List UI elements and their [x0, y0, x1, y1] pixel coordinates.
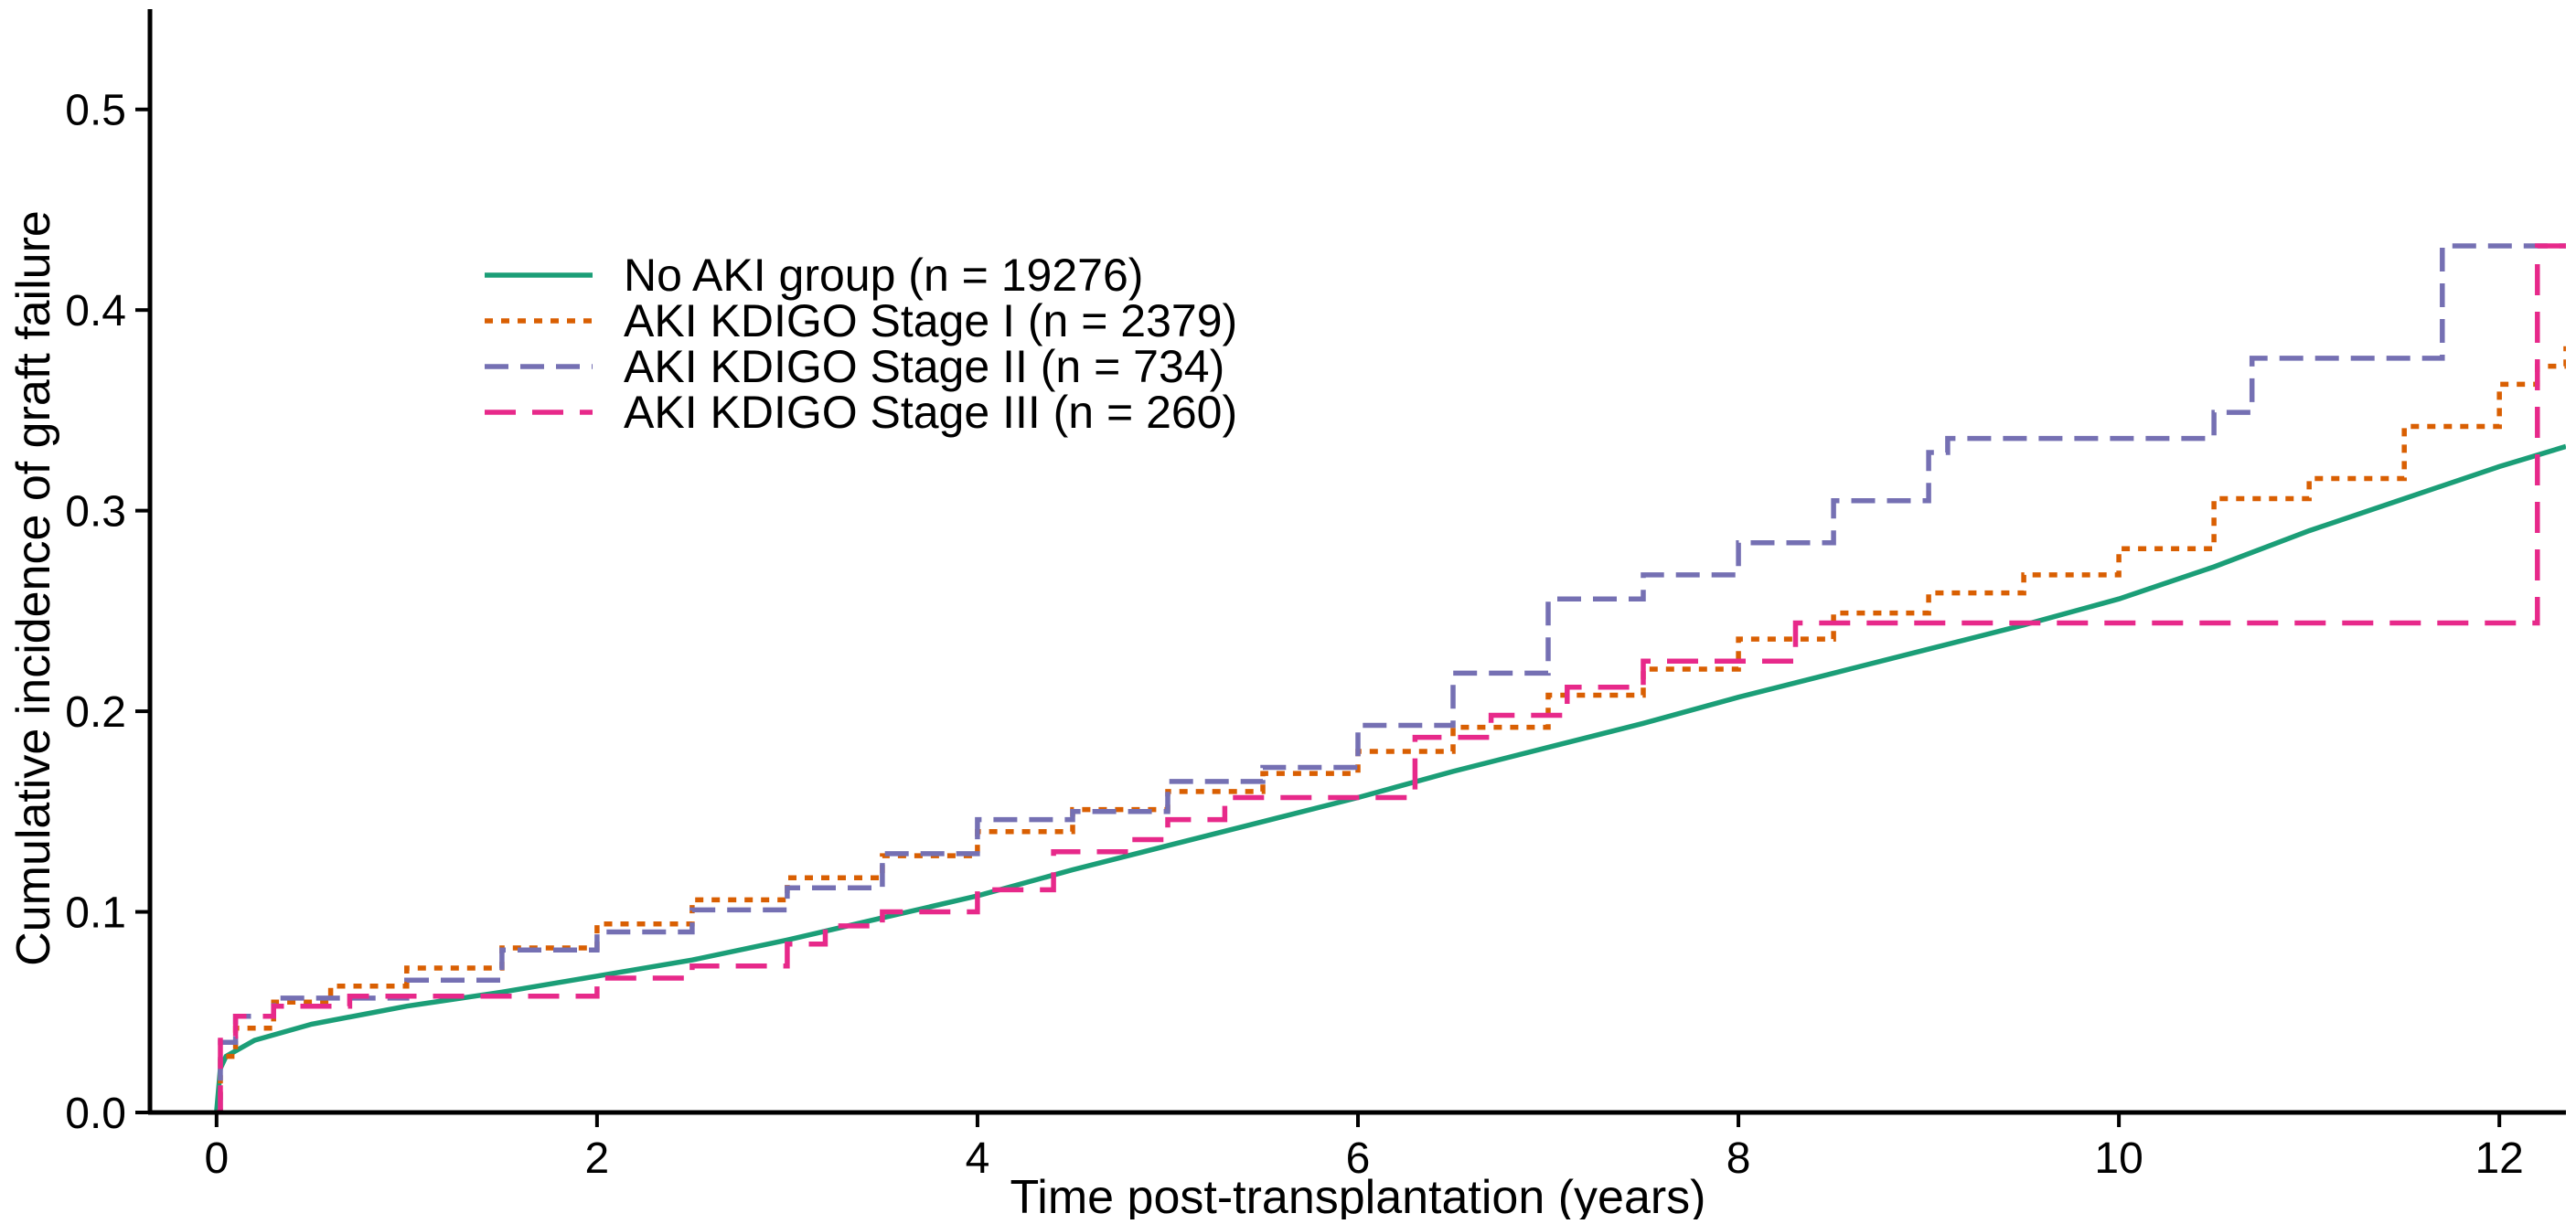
series-line-3	[216, 243, 2566, 1112]
series-line-2	[216, 346, 2566, 1112]
series-layer	[214, 243, 2566, 1112]
y-tick-label: 0.1	[65, 889, 126, 938]
legend-label-4: AKI KDIGO Stage III (n = 260)	[624, 387, 1237, 438]
legend: No AKI group (n = 19276)AKI KDIGO Stage …	[485, 250, 1237, 438]
series-line-4	[216, 243, 2566, 1112]
x-tick-label: 2	[585, 1134, 610, 1183]
y-tick-label: 0.4	[65, 287, 126, 335]
y-tick-label: 0.3	[65, 488, 126, 537]
series-line-1	[214, 443, 2566, 1112]
x-tick-label: 10	[2094, 1134, 2143, 1183]
y-axis-title: Cumulative incidence of graft failure	[7, 210, 60, 966]
legend-label-3: AKI KDIGO Stage II (n = 734)	[624, 341, 1224, 392]
y-tick-label: 0.5	[65, 87, 126, 135]
x-tick-label: 12	[2474, 1134, 2523, 1183]
y-tick-label: 0.2	[65, 688, 126, 737]
x-tick-label: 4	[966, 1134, 990, 1183]
x-axis-ticks: 0 2 4 6 8 10 12	[204, 1112, 2524, 1183]
y-tick-label: 0.0	[65, 1090, 126, 1138]
x-axis-title: Time post-transplantation (years)	[1010, 1171, 1705, 1219]
x-tick-label: 6	[1346, 1134, 1371, 1183]
y-axis-ticks: 0.0 0.1 0.2 0.3 0.4 0.5	[65, 87, 150, 1138]
legend-label-2: AKI KDIGO Stage I (n = 2379)	[624, 295, 1237, 346]
x-tick-label: 8	[1726, 1134, 1751, 1183]
x-tick-label: 0	[204, 1134, 229, 1183]
legend-label-1: No AKI group (n = 19276)	[624, 250, 1143, 301]
